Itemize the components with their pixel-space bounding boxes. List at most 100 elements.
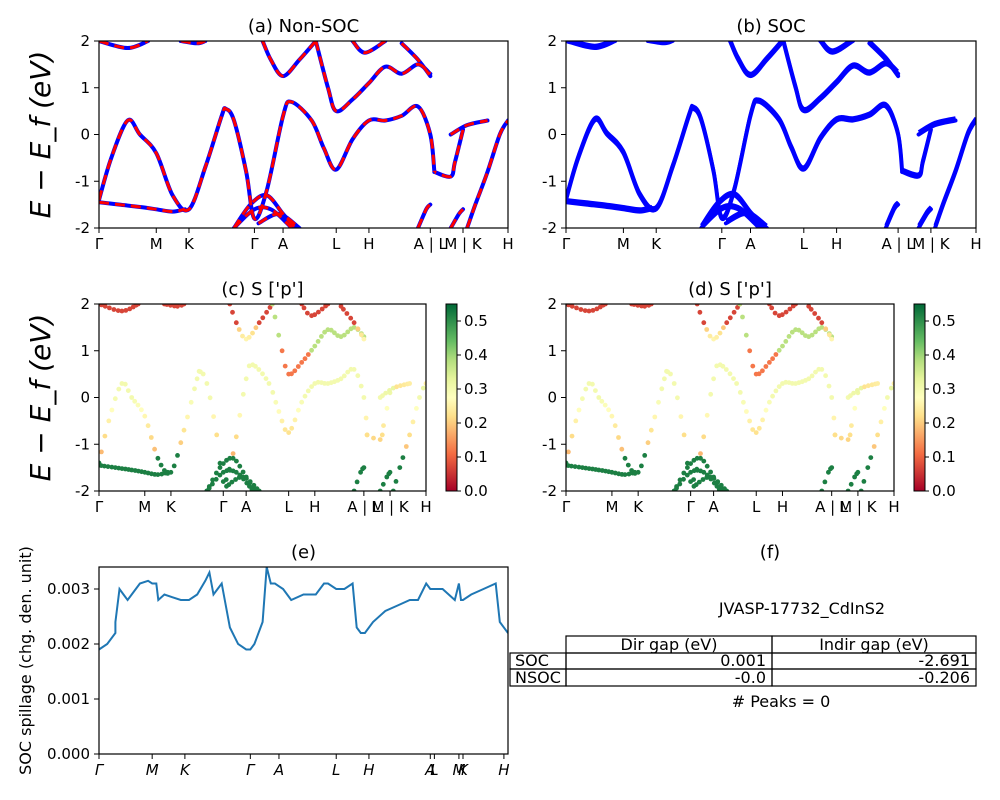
panel-c-point — [99, 449, 104, 455]
panel-c-point — [164, 304, 170, 307]
panel-d-point — [723, 367, 729, 372]
panel-c-point — [229, 479, 235, 485]
panel-b-xtick-label: M — [617, 235, 630, 253]
panel-c-point — [286, 430, 292, 435]
panel-d-point — [572, 464, 578, 469]
panel-c-title: (c) S ['p'] — [221, 279, 303, 300]
panel-d-point — [622, 455, 628, 461]
panel-a-band-line — [416, 203, 432, 228]
panel-c-point — [204, 381, 210, 386]
panel-d-point — [681, 432, 687, 438]
panel-d-point — [701, 434, 707, 440]
panel-c-point — [246, 334, 252, 340]
panel-a-xtick-label: K — [184, 235, 195, 253]
panel-c-point — [292, 417, 298, 423]
panel-d-point — [707, 474, 713, 480]
panel-d-xtick-label: M | K — [839, 498, 878, 516]
panel-d-point — [737, 390, 743, 395]
panel-c-point — [250, 330, 255, 336]
panel-b-ytick-label: 0 — [547, 126, 557, 144]
panel-c-point — [236, 327, 242, 332]
panel-d-xtick-label: H — [777, 498, 788, 516]
panel-d-point — [847, 432, 853, 438]
panel-a-band-line — [257, 212, 301, 228]
panel-a-band-line — [232, 205, 293, 228]
panel-d-point — [760, 417, 765, 423]
panel-c-point — [107, 305, 112, 311]
panel-c-point — [251, 482, 257, 488]
panel-c-point — [115, 308, 121, 313]
panel-b-band-line-split — [884, 200, 900, 226]
panel-c-points — [99, 304, 426, 491]
panel-c-point — [217, 465, 223, 470]
panel-c-point — [213, 476, 219, 482]
table-row-soc-dir: 0.001 — [720, 651, 766, 670]
panel-d-point — [861, 479, 867, 484]
panel-d-point — [642, 453, 648, 458]
panel-d-point — [776, 347, 782, 353]
panel-c-point — [299, 399, 305, 405]
panel-a-band-line — [261, 41, 317, 78]
panel-b-band-line — [818, 41, 855, 55]
panel-a-xtick-label: M — [150, 235, 163, 253]
panel-c-point — [125, 388, 131, 393]
panel-c-point — [253, 363, 258, 369]
panel-c-point — [111, 307, 117, 312]
panel-c-point — [328, 327, 334, 333]
panel-d-point — [648, 427, 654, 433]
panel-a-band-line — [400, 42, 432, 77]
panel-d-point — [769, 305, 775, 311]
panel-c-point — [267, 305, 273, 310]
panel-d-point — [829, 336, 835, 342]
table-row-soc-label: SOC — [515, 651, 549, 670]
panel-c-point — [243, 376, 249, 382]
panel-e-xtick-label: Γ — [246, 761, 256, 779]
panel-d-point — [583, 386, 589, 392]
panel-d-point — [865, 383, 871, 389]
panel-d-point — [731, 376, 736, 381]
panel-c-point — [377, 437, 383, 442]
panel-d-title: (d) S ['p'] — [688, 279, 772, 300]
panel-d-point — [744, 409, 749, 414]
panel-b-xtick-label: L — [800, 235, 809, 253]
panel-a-ytick-label: 2 — [80, 32, 90, 50]
panel-d-point — [681, 476, 686, 482]
panel-c-point — [289, 425, 295, 431]
panel-d-xtick-label: K — [633, 498, 644, 516]
table-row-nsoc-dir: -0.0 — [735, 668, 766, 687]
panel-d-point — [747, 348, 753, 354]
panel-c-point — [289, 371, 294, 377]
panel-d-point — [635, 469, 641, 475]
panel-c-colorbar-label: 0.4 — [464, 346, 488, 364]
panel-e-xtick-label: M — [452, 761, 465, 779]
panel-d-point — [590, 381, 595, 387]
panel-d-point — [616, 435, 621, 440]
panel-d-colorbar-label: 0.1 — [932, 448, 956, 466]
panel-c-point — [351, 367, 357, 372]
panel-c-point — [206, 485, 212, 491]
panel-c-point — [256, 367, 262, 372]
panel-c-point — [302, 356, 308, 362]
panel-c-point — [106, 418, 112, 424]
panel-c-point — [233, 469, 239, 475]
panel-d-ytick-label: 2 — [547, 295, 557, 313]
panel-d-point — [783, 339, 789, 344]
panel-d-xtick-label: A | L — [815, 498, 849, 516]
panel-d-point — [826, 383, 832, 389]
panel-c-point — [351, 320, 357, 326]
panel-a-band-line — [99, 200, 186, 214]
panel-d-point — [734, 381, 739, 386]
panel-d-ytick-label: 1 — [547, 342, 557, 360]
panel-c-point — [316, 309, 321, 315]
panel-a-xtick-label: H — [363, 235, 374, 253]
panel-d-point — [668, 371, 673, 377]
panel-d-point — [809, 332, 815, 338]
panel-c-point — [398, 383, 403, 389]
panel-c-point — [400, 455, 406, 460]
panel-c-point — [181, 427, 187, 433]
panel-c-point — [319, 334, 324, 339]
panel-d-point — [806, 376, 812, 382]
panel-d-xtick-label: L — [752, 498, 761, 516]
